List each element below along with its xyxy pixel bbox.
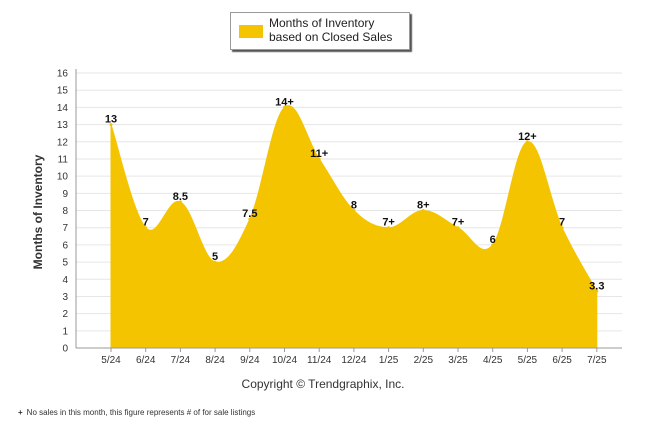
y-tick-label: 9 <box>62 189 68 200</box>
data-point <box>248 217 252 221</box>
footnote-marker: + <box>18 408 23 417</box>
data-label: 14+ <box>275 96 294 108</box>
y-tick-label: 12 <box>57 137 69 148</box>
data-point <box>595 289 599 293</box>
y-tick-label: 6 <box>62 240 68 251</box>
data-point <box>144 226 148 230</box>
y-tick-label: 8 <box>62 206 68 217</box>
data-point <box>491 243 495 247</box>
data-label: 7.5 <box>242 208 257 220</box>
x-tick-label: 11/24 <box>307 355 332 366</box>
y-tick-label: 0 <box>62 344 68 355</box>
y-tick-label: 3 <box>62 292 68 303</box>
x-tick-label: 12/24 <box>341 355 366 366</box>
legend-swatch <box>239 25 263 38</box>
data-point <box>387 226 391 230</box>
y-tick-label: 4 <box>62 275 68 286</box>
data-label: 7+ <box>382 217 395 229</box>
y-tick-label: 15 <box>57 86 69 97</box>
data-point <box>456 226 460 230</box>
x-tick-label: 7/25 <box>587 355 607 366</box>
y-tick-label: 1 <box>62 326 68 337</box>
footnote: + No sales in this month, this figure rep… <box>18 408 255 417</box>
x-tick-label: 6/25 <box>552 355 572 366</box>
data-label: 13 <box>105 114 117 126</box>
data-point <box>352 209 356 212</box>
x-tick-label: 3/25 <box>448 355 468 366</box>
y-tick-label: 11 <box>58 154 69 165</box>
data-label: 7 <box>559 217 565 229</box>
y-tick-label: 7 <box>62 223 68 234</box>
data-label: 7 <box>143 217 149 229</box>
x-tick-label: 6/24 <box>136 355 156 366</box>
x-tick-label: 5/24 <box>101 355 121 366</box>
footnote-text: No sales in this month, this figure repr… <box>26 408 256 417</box>
data-label: 11+ <box>310 148 328 160</box>
data-label: 3.3 <box>589 280 604 292</box>
data-point <box>560 226 564 230</box>
data-label: 6 <box>490 234 496 246</box>
area-layer <box>109 105 599 349</box>
x-tick-label: 8/24 <box>205 355 225 366</box>
data-point <box>421 209 425 212</box>
data-point <box>213 260 217 264</box>
data-label: 8+ <box>417 200 430 212</box>
data-label: 7+ <box>452 217 465 229</box>
data-label: 8.5 <box>173 191 188 203</box>
data-label: 12+ <box>518 131 537 143</box>
y-axis-label: Months of Inventory <box>31 154 45 269</box>
y-tick-label: 16 <box>57 69 69 80</box>
data-label-layer: 13 7 8.5 5 7.5 14+ 11+ 8 7+ 8+ 7+ 6 12+ 7 3.3 <box>105 96 605 292</box>
y-tick-label: 13 <box>57 120 69 131</box>
data-point <box>525 140 529 144</box>
x-tick-label: 1/25 <box>379 355 399 366</box>
data-point <box>283 105 286 109</box>
x-tick-label: 7/24 <box>171 355 191 366</box>
legend-label: Months of Inventory based on Closed Sale… <box>269 16 393 44</box>
x-tick-label: 4/25 <box>483 355 503 366</box>
x-tick-label: 10/24 <box>272 355 297 366</box>
data-label: 8 <box>351 200 357 212</box>
y-tick-label: 5 <box>62 258 68 269</box>
copyright-text: Copyright © Trendgraphix, Inc. <box>241 377 405 391</box>
data-point <box>317 157 321 161</box>
y-tick-label: 2 <box>62 309 68 320</box>
x-tick-label: 5/25 <box>518 355 538 366</box>
y-tick-label: 14 <box>57 103 69 114</box>
data-label: 5 <box>212 251 218 263</box>
x-tick-label: 9/24 <box>240 355 260 366</box>
y-tick-label: 10 <box>57 172 69 183</box>
data-point <box>109 123 113 127</box>
data-point <box>178 200 182 204</box>
x-tick-label: 2/25 <box>414 355 434 366</box>
chart-legend: Months of Inventory based on Closed Sale… <box>230 12 410 50</box>
